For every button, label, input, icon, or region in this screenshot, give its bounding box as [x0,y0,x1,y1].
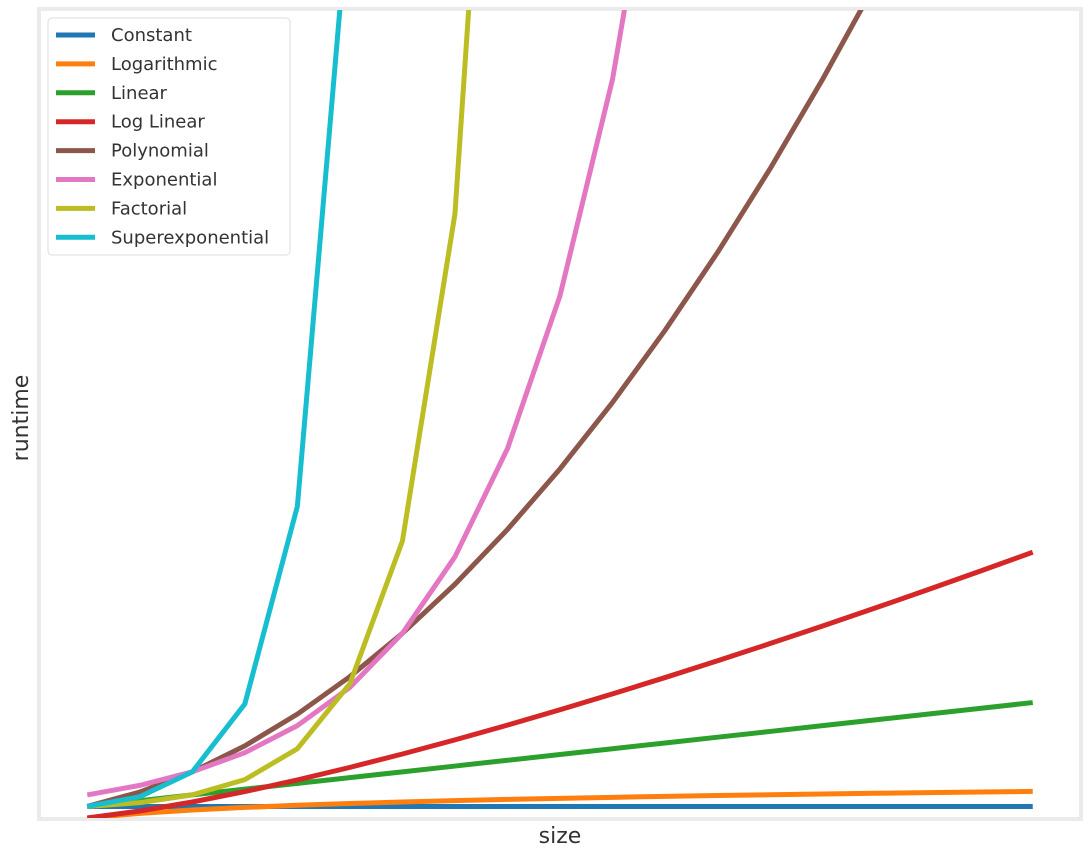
series-line [87,788,1033,818]
legend-label: Logarithmic [111,54,217,75]
series-line [86,10,864,809]
legend-box [47,17,291,256]
legend: Constant Logarithmic Linear Log Linear Polyn… [47,17,291,256]
legend-label: Factorial [111,198,187,219]
plot-area [86,10,1034,818]
legend-label: Polynomial [111,141,209,162]
legend-label: Log Linear [111,112,205,133]
series-line [87,10,472,809]
legend-label: Linear [111,83,168,104]
legend-label: Superexponential [111,227,269,248]
legend-label: Constant [111,25,192,46]
y-axis-label: runtime [9,375,34,462]
series-line [86,10,343,809]
plot-frame [37,7,1083,821]
x-axis-label: size [539,824,582,849]
series-line [86,10,627,798]
series-line [86,549,1034,818]
legend-label: Exponential [111,170,217,191]
